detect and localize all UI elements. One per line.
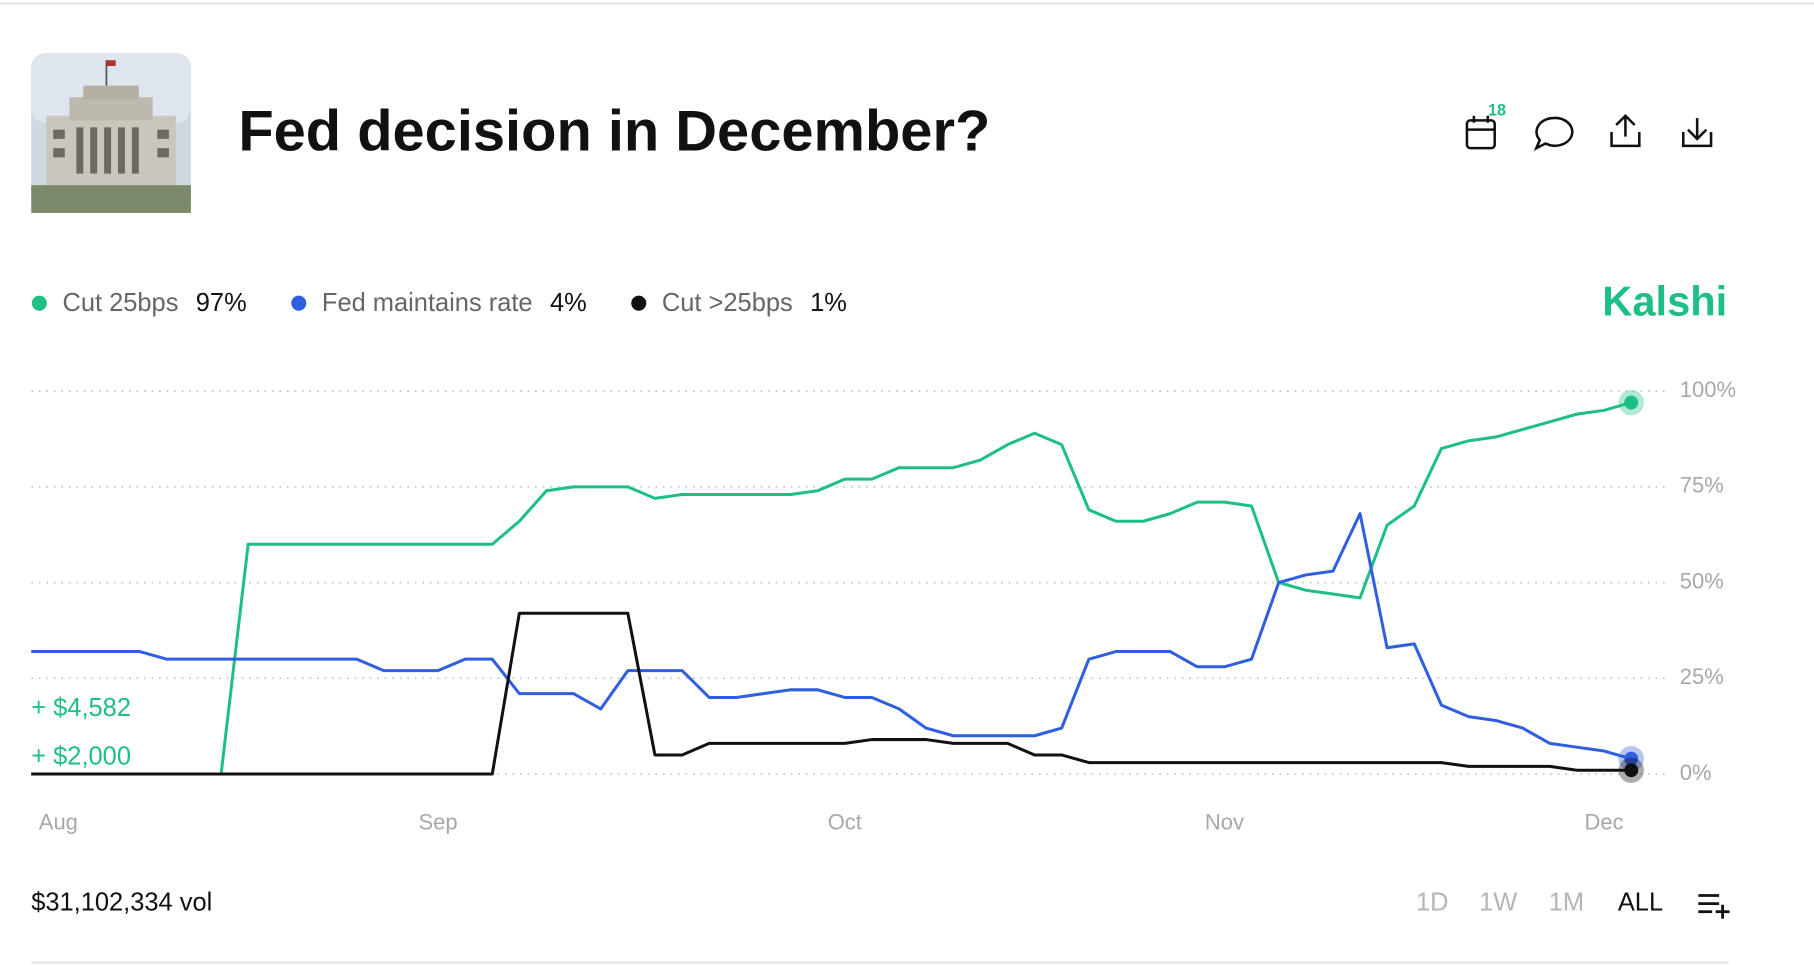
x-tick-label: Dec [1585, 810, 1624, 835]
market-image [31, 53, 191, 213]
toolbar-icons [1465, 113, 1713, 151]
legend-dot [31, 295, 47, 311]
y-tick-label: 75% [1680, 473, 1724, 498]
legend-label[interactable]: Fed maintains rate [322, 289, 533, 317]
comment-button[interactable] [1533, 116, 1574, 151]
x-tick-label: Oct [828, 810, 862, 835]
share-button[interactable] [1610, 113, 1641, 148]
legend-dot [291, 295, 307, 311]
x-tick-label: Nov [1205, 810, 1244, 835]
end-point [1624, 763, 1639, 778]
volume: $31,102,334 vol [31, 888, 212, 916]
x-tick-label: Aug [39, 810, 78, 835]
legend-value: 97% [196, 289, 247, 317]
range-button[interactable]: ALL [1618, 888, 1663, 916]
end-point [1624, 751, 1639, 766]
y-tick-label: 50% [1680, 568, 1724, 593]
legend-label[interactable]: Cut >25bps [662, 289, 793, 317]
range-button[interactable]: 1W [1479, 888, 1517, 916]
range-button[interactable]: 1M [1549, 888, 1584, 916]
end-point [1624, 395, 1639, 410]
calendar-badge: 18 [1488, 101, 1506, 119]
annotation: + $4,582 [31, 694, 131, 722]
range-button[interactable]: 1D [1416, 888, 1449, 916]
legend-value: 1% [810, 289, 847, 317]
brand-logo: Kalshi [1602, 277, 1727, 324]
series-line [31, 512, 1632, 761]
legend-label[interactable]: Cut 25bps [62, 289, 178, 317]
title: Fed decision in December? [238, 100, 990, 164]
y-tick-label: 0% [1680, 760, 1712, 785]
calendar-button[interactable] [1465, 115, 1496, 150]
download-button[interactable] [1681, 118, 1713, 148]
legend-value: 4% [550, 289, 587, 317]
series-line [31, 611, 1632, 776]
series-line [31, 401, 1632, 776]
annotation: + $2,000 [31, 743, 131, 771]
y-tick-label: 25% [1680, 664, 1724, 689]
y-tick-label: 100% [1680, 377, 1736, 402]
legend-dot [631, 295, 647, 311]
range-icon[interactable] [1698, 894, 1730, 919]
x-tick-label: Sep [418, 810, 457, 835]
